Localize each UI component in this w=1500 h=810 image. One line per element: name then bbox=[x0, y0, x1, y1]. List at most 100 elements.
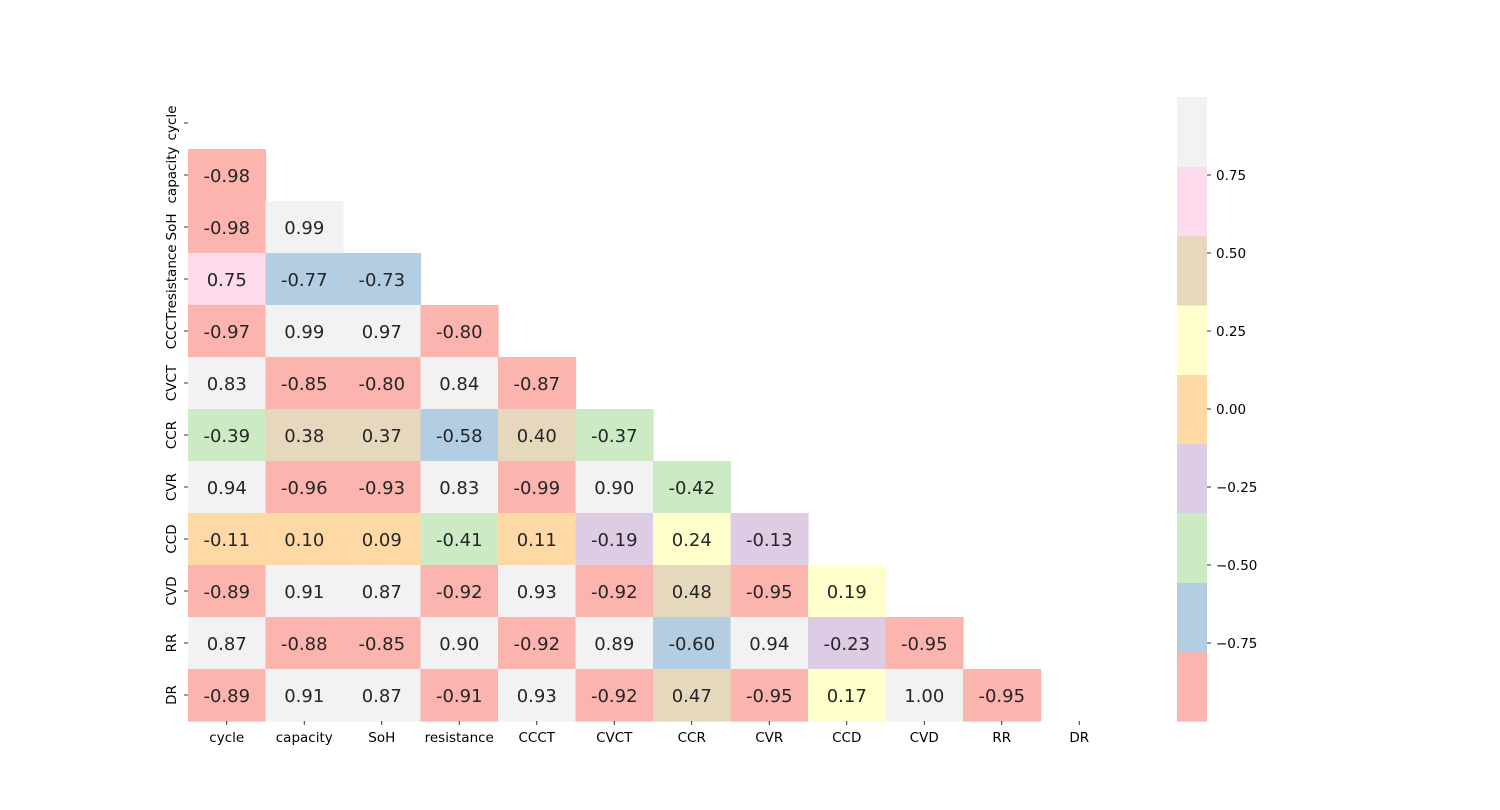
heatmap-cell-CVD-CVCT bbox=[575, 565, 654, 618]
cell-value-label: -0.89 bbox=[203, 686, 250, 707]
cell-value-label: -0.92 bbox=[591, 686, 638, 707]
heatmap-annotations: -0.98 -0.98 0.99 0.75 -0.77 -0.73 -0.97 0.99 0.9… bbox=[203, 166, 1025, 707]
cell-value-label: -0.23 bbox=[823, 634, 870, 655]
heatmap-cell-CCR-capacity bbox=[265, 409, 344, 462]
colorbar-segment bbox=[1177, 443, 1207, 514]
cell-value-label: 0.10 bbox=[284, 530, 324, 551]
colorbar-tick-label: −0.75 bbox=[1216, 636, 1257, 652]
cell-value-label: -0.19 bbox=[591, 530, 638, 551]
x-tick-label: CVCT bbox=[596, 730, 633, 746]
colorbar-tick-label: 0.75 bbox=[1216, 168, 1246, 184]
heatmap-cell-CVD-resistance bbox=[420, 565, 499, 618]
heatmap-cell-RR-CCCT bbox=[498, 617, 577, 670]
cell-value-label: 0.37 bbox=[362, 426, 402, 447]
cell-value-label: -0.99 bbox=[513, 478, 560, 499]
cell-value-label: 0.75 bbox=[207, 270, 247, 291]
cell-value-label: 0.91 bbox=[284, 582, 324, 603]
heatmap-cell-CVCT-capacity bbox=[265, 357, 344, 410]
heatmap-cell-CVCT-resistance bbox=[420, 357, 499, 410]
heatmap-cell-DR-CVCT bbox=[575, 669, 654, 722]
cell-value-label: -0.85 bbox=[281, 374, 328, 395]
y-tick-label: DR bbox=[164, 685, 180, 705]
cell-value-label: -0.39 bbox=[203, 426, 250, 447]
cell-value-label: -0.11 bbox=[203, 530, 250, 551]
colorbar-segment bbox=[1177, 513, 1207, 583]
x-tick-label: CCD bbox=[832, 730, 861, 746]
y-tick-label: CVR bbox=[164, 473, 180, 501]
heatmap-cell-CVR-capacity bbox=[265, 461, 344, 514]
cell-value-label: -0.92 bbox=[436, 582, 483, 603]
heatmap-cell-CCR-cycle bbox=[188, 409, 267, 462]
cell-value-label: 0.87 bbox=[362, 686, 402, 707]
colorbar-segment bbox=[1177, 97, 1207, 167]
heatmap-cell-CCD-CVCT bbox=[575, 513, 654, 566]
colorbar-tick-label: −0.50 bbox=[1216, 558, 1257, 574]
cell-value-label: -0.98 bbox=[203, 218, 250, 239]
heatmap-cell-RR-CVCT bbox=[575, 617, 654, 670]
x-tick-label: capacity bbox=[276, 730, 333, 746]
heatmap-cell-DR-CCR bbox=[653, 669, 732, 722]
cell-value-label: 0.90 bbox=[439, 634, 479, 655]
cell-value-label: -0.77 bbox=[281, 270, 328, 291]
heatmap-cell-CVD-CCR bbox=[653, 565, 732, 618]
heatmap-cell-RR-CVR bbox=[730, 617, 809, 670]
colorbar: −0.75 −0.50 −0.25 0.00 0.25 0.50 0.75 bbox=[1177, 97, 1257, 722]
colorbar-segment bbox=[1177, 374, 1207, 445]
heatmap-cell-SoH-cycle bbox=[188, 201, 267, 254]
cell-value-label: -0.80 bbox=[436, 322, 483, 343]
cell-value-label: -0.41 bbox=[436, 530, 483, 551]
cell-value-label: 0.93 bbox=[517, 582, 557, 603]
cell-value-label: -0.95 bbox=[978, 686, 1025, 707]
cell-value-label: 0.99 bbox=[284, 322, 324, 343]
heatmap-cell-CCCT-capacity bbox=[265, 305, 344, 358]
heatmap-cell-CVD-CVR bbox=[730, 565, 809, 618]
cell-value-label: -0.92 bbox=[513, 634, 560, 655]
heatmap-cell-CVR-SoH bbox=[343, 461, 422, 514]
heatmap-cell-CVCT-CCCT bbox=[498, 357, 577, 410]
x-tick-label: CCR bbox=[678, 730, 706, 746]
cell-value-label: -0.88 bbox=[281, 634, 328, 655]
x-tick-label: DR bbox=[1069, 730, 1089, 746]
cell-value-label: 0.97 bbox=[362, 322, 402, 343]
cell-value-label: -0.97 bbox=[203, 322, 250, 343]
colorbar-segment bbox=[1177, 651, 1207, 722]
heatmap-cell-RR-cycle bbox=[188, 617, 267, 670]
heatmap-cell-CVR-resistance bbox=[420, 461, 499, 514]
heatmap-cell-RR-CCD bbox=[808, 617, 887, 670]
colorbar-tick-label: 0.50 bbox=[1216, 246, 1246, 262]
cell-value-label: 0.87 bbox=[207, 634, 247, 655]
cell-value-label: 0.17 bbox=[827, 686, 867, 707]
cell-value-label: 0.24 bbox=[672, 530, 712, 551]
heatmap-cells bbox=[188, 149, 1042, 722]
colorbar-segment bbox=[1177, 582, 1207, 653]
heatmap-cell-CCD-CVR bbox=[730, 513, 809, 566]
cell-value-label: -0.89 bbox=[203, 582, 250, 603]
heatmap-cell-CCD-capacity bbox=[265, 513, 344, 566]
y-tick-label: CCR bbox=[164, 421, 180, 449]
x-tick-label: CVD bbox=[910, 730, 939, 746]
cell-value-label: 0.87 bbox=[362, 582, 402, 603]
cell-value-label: 0.89 bbox=[594, 634, 634, 655]
colorbar-segment bbox=[1177, 305, 1207, 375]
y-tick-label: SoH bbox=[164, 214, 180, 241]
heatmap-cell-CVD-SoH bbox=[343, 565, 422, 618]
heatmap-cell-CVD-CCD bbox=[808, 565, 887, 618]
y-tick-label: CCCT bbox=[164, 312, 180, 349]
cell-value-label: -0.13 bbox=[746, 530, 793, 551]
heatmap-cell-CVD-cycle bbox=[188, 565, 267, 618]
heatmap-cell-CCD-CCCT bbox=[498, 513, 577, 566]
cell-value-label: -0.87 bbox=[513, 374, 560, 395]
cell-value-label: 0.48 bbox=[672, 582, 712, 603]
colorbar-tick-label: −0.25 bbox=[1216, 480, 1257, 496]
heatmap-cell-CCD-CCR bbox=[653, 513, 732, 566]
cell-value-label: 0.84 bbox=[439, 374, 479, 395]
heatmap-cell-CCD-resistance bbox=[420, 513, 499, 566]
heatmap-cell-CVR-CVCT bbox=[575, 461, 654, 514]
cell-value-label: -0.93 bbox=[358, 478, 405, 499]
heatmap-cell-CCR-CVCT bbox=[575, 409, 654, 462]
heatmap-cell-CCCT-cycle bbox=[188, 305, 267, 358]
heatmap-cell-DR-resistance bbox=[420, 669, 499, 722]
cell-value-label: 0.38 bbox=[284, 426, 324, 447]
